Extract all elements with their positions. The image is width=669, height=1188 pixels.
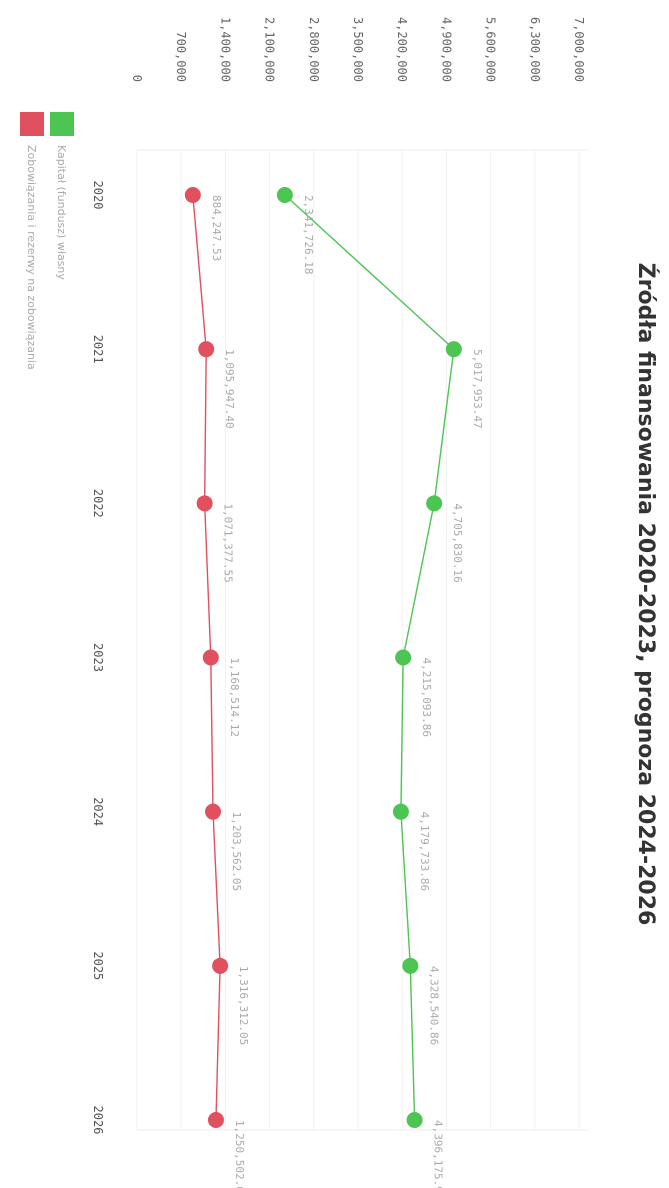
- data-label-zobowiazania-i-rezerwy-na-zobowiazania: 884,247.53: [210, 195, 223, 261]
- data-label-kapita-fundusz-w-asny: 4,215,093.86: [420, 658, 433, 737]
- y-tick-label: 4,900,000: [439, 17, 453, 82]
- y-axis: 0 700,000 1,400,000 2,100,000 2,800,000 3,500…: [130, 17, 586, 82]
- data-point-kapita-fundusz-w-asny: [402, 957, 419, 974]
- x-tick-label: 2022: [91, 489, 105, 518]
- data-label-kapita-fundusz-w-asny: 4,396,175.93: [432, 1120, 445, 1188]
- data-point-kapita-fundusz-w-asny: [426, 495, 443, 512]
- y-tick-label: 4,200,000: [395, 17, 409, 82]
- x-tick-label: 2025: [91, 951, 105, 980]
- data-point-kapita-fundusz-w-asny: [392, 803, 409, 820]
- data-label-kapita-fundusz-w-asny: 4,179,733.86: [418, 812, 431, 891]
- data-labels: 2,341,726.18 5,017,953.47 4,705,830.16 4,21…: [210, 195, 484, 1188]
- y-tick-label: 5,600,000: [484, 17, 498, 82]
- legend-label-zobowiazania-i-rezerwy-na-zobowiazania: Zobowiązania i rezerwy na zobowiązania: [25, 145, 38, 370]
- x-tick-label: 2021: [91, 335, 105, 364]
- legend: Kapitał (fundusz) własny Zobowiązania i r…: [20, 112, 74, 370]
- data-point-zobowiazania-i-rezerwy-na-zobowiazania: [204, 803, 221, 820]
- x-tick-label: 2026: [91, 1106, 105, 1135]
- data-point-zobowiazania-i-rezerwy-na-zobowiazania: [207, 1112, 224, 1128]
- y-tick-label: 2,100,000: [263, 17, 277, 82]
- data-label-kapita-fundusz-w-asny: 4,328,540.86: [427, 966, 440, 1045]
- y-tick-label: 2,800,000: [307, 17, 321, 82]
- data-point-zobowiazania-i-rezerwy-na-zobowiazania: [202, 649, 219, 666]
- x-tick-label: 2024: [91, 797, 105, 826]
- data-label-zobowiazania-i-rezerwy-na-zobowiazania: 1,095,947.40: [223, 349, 236, 428]
- y-tick-label: 1,400,000: [218, 17, 232, 82]
- x-tick-label: 2023: [91, 643, 105, 672]
- y-tick-label: 6,300,000: [528, 17, 542, 82]
- legend-swatch-zobowiazania-i-rezerwy-na-zobowiazania: [20, 112, 44, 136]
- data-point-kapita-fundusz-w-asny: [406, 1112, 423, 1128]
- data-label-kapita-fundusz-w-asny: 4,705,830.16: [451, 503, 464, 582]
- data-point-kapita-fundusz-w-asny: [395, 649, 412, 666]
- data-point-zobowiazania-i-rezerwy-na-zobowiazania: [212, 957, 229, 974]
- y-tick-label: 0: [130, 75, 144, 82]
- data-point-kapita-fundusz-w-asny: [276, 187, 293, 203]
- data-label-zobowiazania-i-rezerwy-na-zobowiazania: 1,203,562.05: [230, 812, 243, 891]
- chart-title: Źródła finansowania 2020-2023, prognoza …: [633, 263, 659, 926]
- data-label-zobowiazania-i-rezerwy-na-zobowiazania: 1,071,377.55: [222, 503, 235, 582]
- data-label-zobowiazania-i-rezerwy-na-zobowiazania: 1,316,312.05: [237, 966, 250, 1045]
- legend-swatch-kapita-fundusz-w-asny: [50, 112, 74, 136]
- data-label-kapita-fundusz-w-asny: 2,341,726.18: [302, 195, 315, 274]
- x-axis: 2020 2021 2022 2023 2024 2025 2026: [91, 181, 105, 1135]
- data-label-zobowiazania-i-rezerwy-na-zobowiazania: 1,250,502.05: [233, 1120, 246, 1188]
- x-tick-label: 2020: [91, 181, 105, 210]
- y-tick-label: 7,000,000: [572, 17, 586, 82]
- grid: [136, 149, 589, 1131]
- data-point-zobowiazania-i-rezerwy-na-zobowiazania: [196, 495, 213, 512]
- data-label-kapita-fundusz-w-asny: 5,017,953.47: [471, 349, 484, 428]
- y-tick-label: 700,000: [174, 31, 188, 82]
- data-label-zobowiazania-i-rezerwy-na-zobowiazania: 1,168,514.12: [228, 658, 241, 737]
- series-layer: [184, 187, 462, 1128]
- data-point-zobowiazania-i-rezerwy-na-zobowiazania: [198, 341, 215, 358]
- data-point-zobowiazania-i-rezerwy-na-zobowiazania: [184, 187, 201, 203]
- y-tick-label: 3,500,000: [351, 17, 365, 82]
- legend-label-kapita-fundusz-w-asny: Kapitał (fundusz) własny: [55, 145, 68, 280]
- data-point-kapita-fundusz-w-asny: [445, 341, 462, 358]
